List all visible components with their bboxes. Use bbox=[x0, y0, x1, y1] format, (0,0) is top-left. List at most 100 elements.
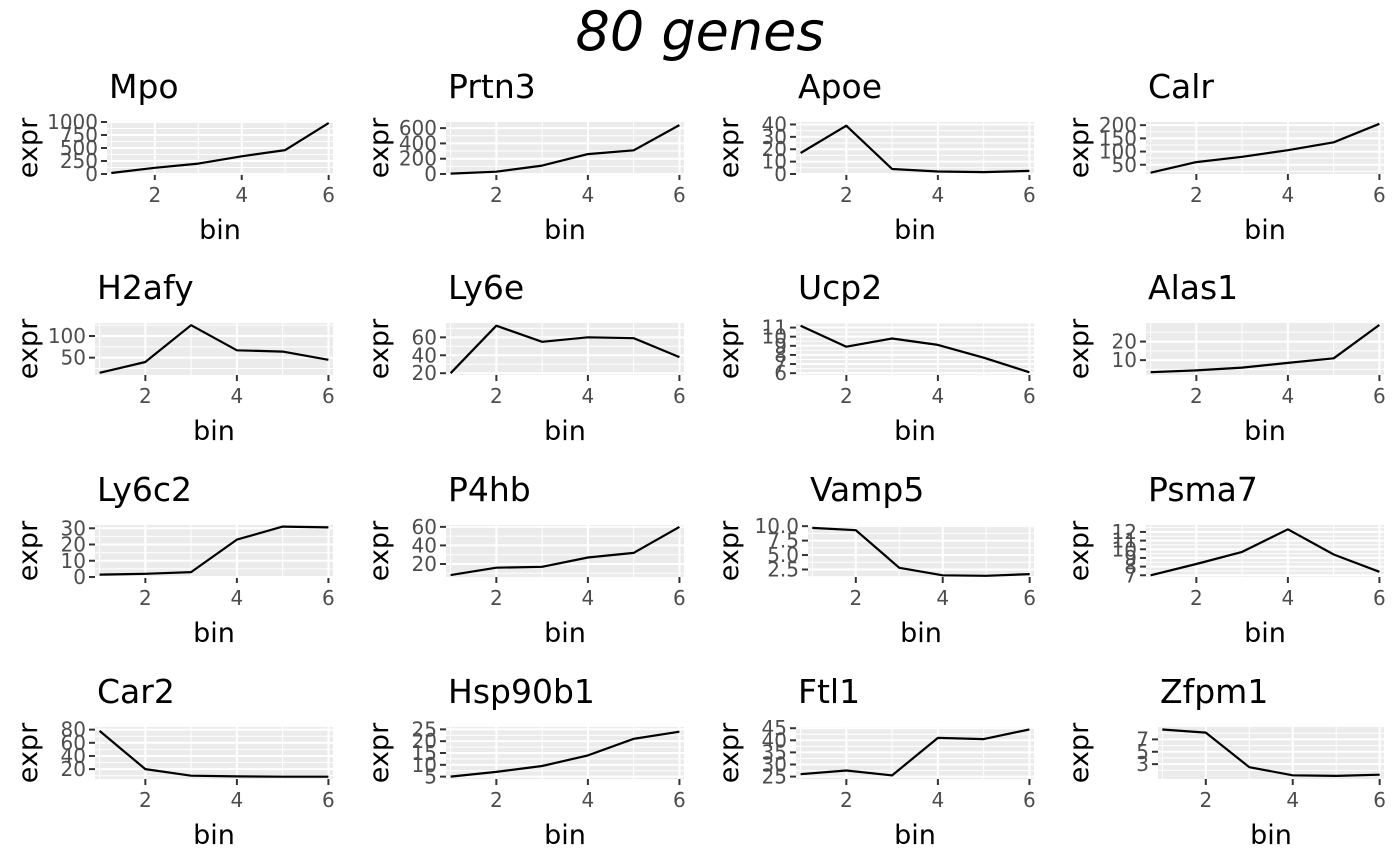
y-tick-label: 600 bbox=[399, 116, 437, 140]
panel-background bbox=[796, 122, 1034, 174]
y-tick-label: 20 bbox=[412, 552, 437, 576]
y-axis-title: expr bbox=[714, 318, 745, 379]
y-tick-label: 45 bbox=[762, 716, 787, 740]
panel-background bbox=[446, 122, 684, 174]
expression-line bbox=[450, 730, 680, 778]
panel-title: Vamp5 bbox=[810, 470, 924, 509]
y-tick-label: 0 bbox=[85, 162, 98, 186]
panel-title: Car2 bbox=[97, 672, 175, 711]
x-tick-label: 2 bbox=[490, 788, 503, 812]
x-tick-label: 4 bbox=[582, 183, 595, 207]
x-axis-title: bin bbox=[193, 416, 235, 447]
y-tick-label: 30 bbox=[762, 752, 787, 776]
panel-title: Alas1 bbox=[1148, 268, 1238, 307]
y-tick-label: 25 bbox=[412, 717, 437, 741]
y-tick-label: 500 bbox=[60, 136, 98, 160]
y-tick-label: 20 bbox=[412, 729, 437, 753]
x-tick-label: 2 bbox=[490, 384, 503, 408]
y-axis-title: expr bbox=[364, 722, 395, 783]
y-tick-label: 10.0 bbox=[754, 514, 799, 538]
y-tick-label: 20 bbox=[1112, 330, 1137, 354]
x-tick-label: 6 bbox=[1373, 384, 1386, 408]
x-tick-label: 4 bbox=[582, 788, 595, 812]
x-tick-label: 4 bbox=[582, 384, 595, 408]
panel-background bbox=[1146, 525, 1384, 577]
x-tick-label: 2 bbox=[148, 183, 161, 207]
y-tick-label: 11 bbox=[1112, 529, 1137, 553]
x-tick-label: 4 bbox=[582, 586, 595, 610]
panel-vamp5: 2 4 6 2.55.07.510.0 Vamp5 bin expr bbox=[714, 470, 1036, 649]
x-tick-label: 6 bbox=[1023, 586, 1036, 610]
y-tick-label: 200 bbox=[1099, 113, 1137, 137]
x-tick-label: 2 bbox=[1190, 384, 1203, 408]
y-tick-label: 100 bbox=[1099, 140, 1137, 164]
y-tick-label: 30 bbox=[762, 125, 787, 149]
x-axis-title: bin bbox=[193, 820, 235, 851]
y-tick-label: 10 bbox=[412, 753, 437, 777]
expression-line bbox=[1150, 122, 1380, 174]
y-tick-label: 7.5 bbox=[767, 529, 799, 553]
x-axis-title: bin bbox=[544, 416, 586, 447]
y-tick-label: 11 bbox=[762, 316, 787, 340]
x-axis-title: bin bbox=[894, 820, 936, 851]
x-tick-label: 2 bbox=[139, 384, 152, 408]
expression-line bbox=[1162, 728, 1380, 778]
x-axis-title: bin bbox=[1244, 416, 1286, 447]
panel-title: Apoe bbox=[798, 67, 882, 106]
x-tick-label: 6 bbox=[1023, 384, 1036, 408]
x-tick-label: 6 bbox=[1373, 586, 1386, 610]
y-tick-label: 400 bbox=[399, 131, 437, 155]
x-axis-title: bin bbox=[199, 215, 241, 246]
x-tick-label: 2 bbox=[1199, 788, 1212, 812]
expression-line bbox=[800, 124, 1030, 174]
panel-background bbox=[446, 323, 684, 375]
expression-line bbox=[111, 122, 330, 175]
y-tick-label: 0 bbox=[774, 162, 787, 186]
y-tick-label: 1000 bbox=[47, 110, 98, 134]
x-tick-label: 2 bbox=[139, 788, 152, 812]
y-tick-label: 200 bbox=[399, 147, 437, 171]
x-tick-label: 6 bbox=[1373, 183, 1386, 207]
y-tick-label: 60 bbox=[61, 731, 86, 755]
x-axis-title: bin bbox=[544, 820, 586, 851]
y-axis-title: expr bbox=[13, 520, 44, 581]
panel-title: Ly6e bbox=[448, 268, 524, 307]
x-axis-title: bin bbox=[1244, 215, 1286, 246]
x-tick-label: 6 bbox=[322, 183, 335, 207]
y-tick-label: 7 bbox=[774, 352, 787, 376]
y-tick-label: 8 bbox=[1124, 555, 1137, 579]
y-tick-label: 30 bbox=[61, 516, 86, 540]
y-tick-label: 100 bbox=[48, 324, 86, 348]
y-tick-label: 10 bbox=[61, 549, 86, 573]
y-tick-label: 40 bbox=[61, 744, 86, 768]
x-tick-label: 4 bbox=[1282, 384, 1295, 408]
panel-title: Ftl1 bbox=[798, 672, 860, 711]
y-tick-label: 60 bbox=[412, 515, 437, 539]
y-tick-label: 40 bbox=[412, 343, 437, 367]
panel-title: Ly6c2 bbox=[97, 470, 192, 509]
x-tick-label: 4 bbox=[936, 586, 949, 610]
expression-line bbox=[450, 525, 680, 577]
panel-title: Mpo bbox=[109, 67, 179, 106]
y-tick-label: 5 bbox=[1136, 740, 1149, 764]
x-axis-title: bin bbox=[1244, 618, 1286, 649]
y-tick-label: 10 bbox=[762, 150, 787, 174]
x-tick-label: 6 bbox=[1023, 183, 1036, 207]
panel-title: P4hb bbox=[448, 470, 531, 509]
y-tick-label: 50 bbox=[61, 346, 86, 370]
x-axis-title: bin bbox=[900, 618, 942, 649]
y-tick-label: 25 bbox=[762, 765, 787, 789]
y-tick-label: 0 bbox=[73, 565, 86, 589]
x-tick-label: 2 bbox=[840, 183, 853, 207]
y-tick-label: 3 bbox=[1136, 752, 1149, 776]
panel-background bbox=[796, 323, 1034, 375]
x-axis-title: bin bbox=[544, 618, 586, 649]
